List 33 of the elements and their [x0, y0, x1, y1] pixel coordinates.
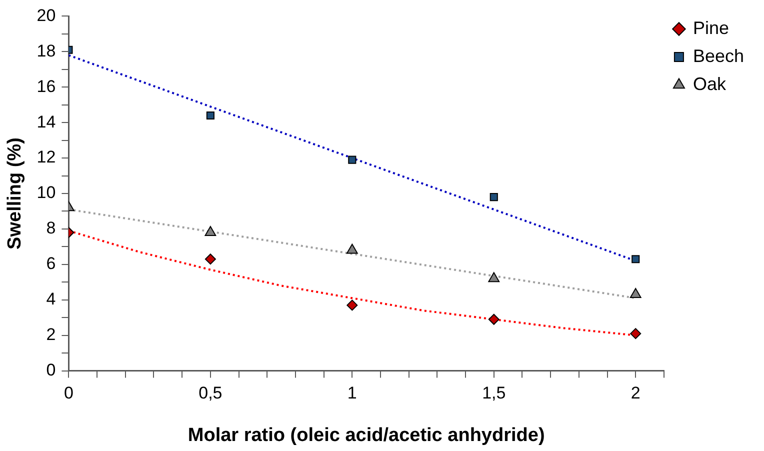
y-tick-label: 16: [36, 76, 56, 96]
point: [488, 272, 500, 282]
y-axis-title: Swelling (%): [4, 138, 26, 250]
y-tick-label: 14: [36, 112, 56, 132]
x-tick-label: 1,5: [482, 384, 506, 403]
point: [346, 300, 358, 311]
x-tick-label: 0,5: [198, 384, 222, 403]
point: [630, 288, 642, 298]
x-axis-title: Molar ratio (oleic acid/acetic anhydride): [188, 424, 545, 446]
point: [204, 254, 216, 265]
y-tick-label: 8: [46, 218, 56, 238]
point: [348, 156, 356, 164]
legend-label: Pine: [692, 18, 729, 38]
point: [490, 193, 498, 202]
point: [206, 111, 214, 120]
y-tick-label: 18: [36, 41, 56, 60]
point: [346, 244, 358, 254]
y-tick-label: 10: [36, 183, 56, 202]
legend-label: Oak: [692, 74, 727, 94]
y-tick-label: 6: [46, 254, 56, 274]
x-tick-label: 1: [347, 384, 357, 403]
legend-label: Beech: [692, 46, 744, 66]
point: [488, 314, 500, 325]
y-tick-label: 0: [46, 360, 56, 380]
y-tick-label: 12: [36, 148, 56, 167]
y-tick-label: 2: [46, 325, 56, 344]
x-tick-label: 2: [630, 384, 640, 403]
x-tick-label: 0: [64, 384, 74, 403]
y-tick-label: 20: [36, 6, 56, 25]
point: [630, 328, 642, 340]
y-tick-label: 4: [46, 290, 56, 309]
point: [204, 226, 216, 236]
point: [632, 255, 640, 264]
